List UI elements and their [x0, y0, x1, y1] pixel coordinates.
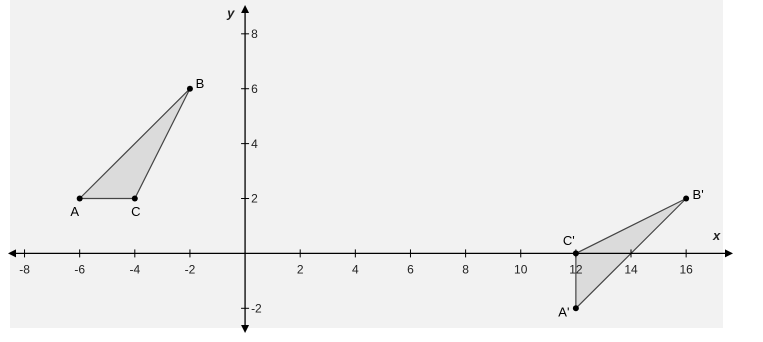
arrow-left [8, 249, 16, 258]
vertex-label: C' [563, 233, 575, 248]
y-axis-label: y [226, 5, 235, 20]
triangle [78, 88, 191, 200]
vertex [572, 250, 579, 257]
vertex [76, 195, 83, 202]
vertex-label: B [196, 76, 205, 91]
x-tick-label: -2 [185, 263, 196, 277]
arrow-right [725, 249, 733, 258]
vertex [572, 305, 579, 312]
x-tick-label: 6 [407, 263, 414, 277]
x-tick-label: -4 [129, 263, 140, 277]
arrow-up [241, 5, 250, 13]
x-tick-label: 2 [297, 263, 304, 277]
vertex [186, 85, 193, 92]
vertex [683, 195, 690, 202]
x-tick-label: -8 [19, 263, 30, 277]
x-axis-label: x [712, 228, 721, 243]
x-tick-label: 10 [514, 263, 528, 277]
vertex-label: A [70, 204, 79, 219]
y-tick-label: 6 [251, 82, 258, 96]
x-tick-label: 4 [352, 263, 359, 277]
vertex [131, 195, 138, 202]
y-tick-label: 8 [251, 27, 258, 41]
x-tick-label: -6 [74, 263, 85, 277]
y-tick-label: 4 [251, 137, 258, 151]
y-tick-label: 2 [251, 192, 258, 206]
x-tick-label: 16 [679, 263, 693, 277]
vertex-label: A' [558, 305, 569, 320]
x-tick-label: 12 [569, 263, 583, 277]
arrow-down [241, 325, 250, 333]
x-tick-label: 14 [624, 263, 638, 277]
vertex-label: B' [693, 187, 704, 202]
y-tick-label: -2 [251, 301, 262, 315]
x-tick-label: 8 [462, 263, 469, 277]
vertex-label: C [131, 204, 140, 219]
